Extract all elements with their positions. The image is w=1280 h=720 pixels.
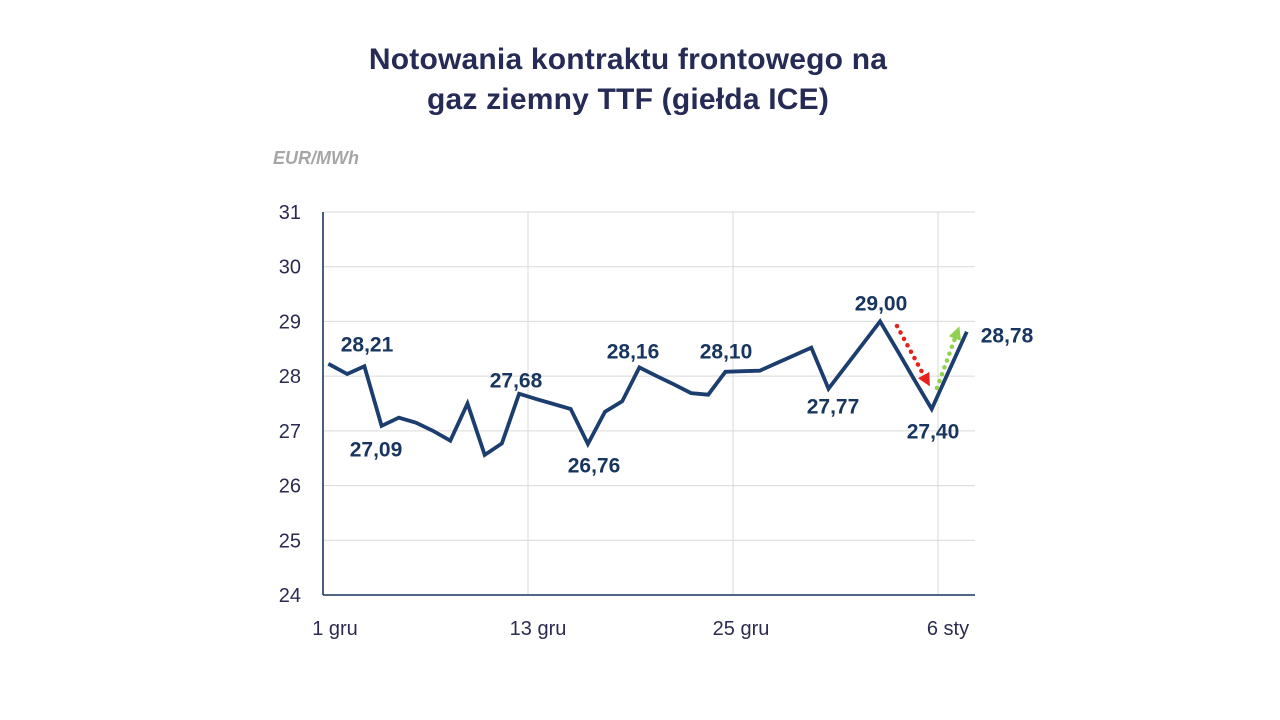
data-label: 26,76: [568, 455, 621, 478]
chart-title-line2: gaz ziemny TTF (giełda ICE): [426, 83, 830, 116]
data-label: 28,21: [341, 334, 394, 357]
chart-title: Notowania kontraktu frontowego na gaz zi…: [0, 40, 1256, 120]
y-tick-label: 27: [279, 421, 301, 443]
data-label: 27,77: [807, 396, 860, 419]
data-label: 28,10: [700, 341, 753, 364]
x-tick-label: 25 gru: [713, 618, 770, 640]
data-label: 27,40: [907, 421, 960, 444]
y-tick-label: 29: [279, 311, 301, 333]
data-label: 29,00: [855, 293, 908, 316]
y-tick-label: 26: [279, 476, 301, 498]
y-tick-label: 24: [279, 585, 301, 607]
price-line: [327, 318, 969, 458]
chart-title-line1: Notowania kontraktu frontowego na: [368, 43, 888, 76]
y-tick-label: 25: [279, 530, 301, 552]
data-label: 27,68: [490, 370, 543, 393]
data-label: 27,09: [350, 439, 403, 462]
y-axis-unit-label: EUR/MWh: [273, 148, 359, 168]
rebound-arrow-icon: [934, 326, 962, 391]
data-label: 28,16: [607, 341, 660, 364]
x-tick-label: 1 gru: [312, 618, 358, 640]
data-label: 28,78: [981, 325, 1034, 348]
x-tick-label: 13 gru: [510, 618, 567, 640]
y-tick-label: 28: [279, 366, 301, 388]
x-tick-label: 6 sty: [927, 618, 969, 640]
y-tick-label: 30: [279, 257, 301, 279]
y-tick-label: 31: [279, 202, 301, 224]
